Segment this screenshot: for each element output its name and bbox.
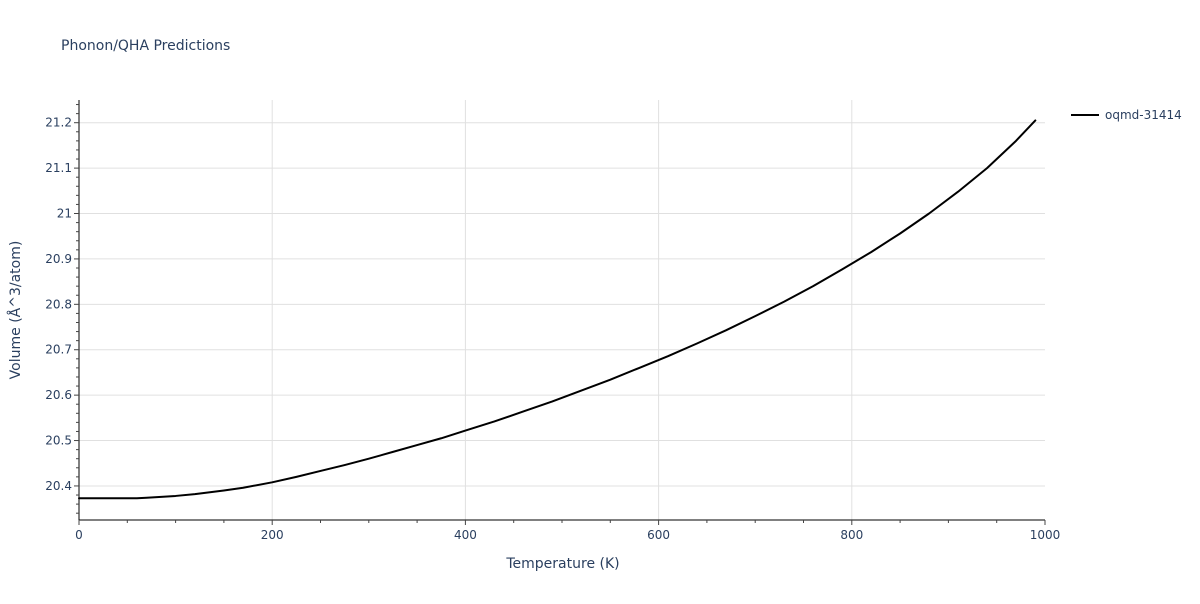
- y-tick-label: 20.5: [45, 434, 72, 448]
- x-tick-label: 600: [647, 528, 670, 542]
- x-tick-label: 1000: [1030, 528, 1061, 542]
- y-tick-label: 21.1: [45, 161, 72, 175]
- legend-label-oqmd-31414: oqmd-31414: [1105, 108, 1182, 122]
- y-tick-label: 21: [57, 207, 72, 221]
- series-line-oqmd-31414[interactable]: [78, 119, 1037, 500]
- x-tick-label: 200: [261, 528, 284, 542]
- x-tick-label: 800: [840, 528, 863, 542]
- y-tick-label: 21.2: [45, 116, 72, 130]
- x-axis-title: Temperature (K): [505, 556, 619, 572]
- y-tick-label: 20.4: [45, 479, 72, 493]
- x-tick-label: 400: [454, 528, 477, 542]
- chart-title: Phonon/QHA Predictions: [61, 38, 230, 54]
- series-layer: [78, 119, 1037, 500]
- grid-layer: [79, 100, 1045, 520]
- tick-label-layer: 0 200 400 600 800 1000 20.4 20.5 20.6 20.7 20.8 20.…: [45, 116, 1060, 542]
- axes-layer: [74, 100, 1046, 525]
- y-tick-label: 20.9: [45, 252, 72, 266]
- y-tick-label: 20.6: [45, 388, 72, 402]
- y-tick-label: 20.8: [45, 297, 72, 311]
- y-tick-label: 20.7: [45, 343, 72, 357]
- y-axis-title: Volume (Å^3/atom): [7, 241, 24, 380]
- legend[interactable]: oqmd-31414: [1071, 108, 1182, 122]
- x-tick-label: 0: [75, 528, 83, 542]
